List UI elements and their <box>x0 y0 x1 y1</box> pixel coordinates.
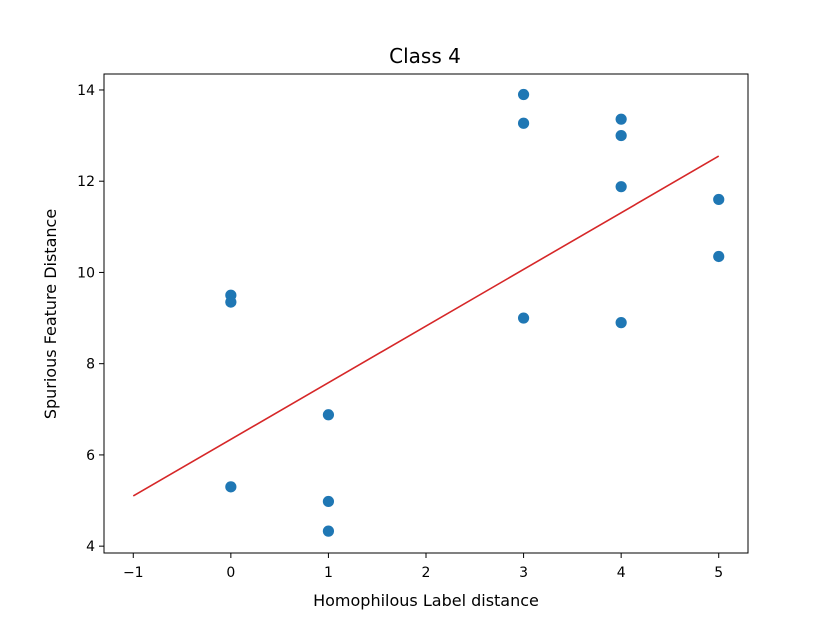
data-point <box>615 181 627 193</box>
y-axis-label: Spurious Feature Distance <box>41 209 60 419</box>
data-point <box>713 250 725 263</box>
x-axis: −1 0 1 2 3 4 5 <box>123 553 723 581</box>
x-tick-label: 5 <box>714 565 723 581</box>
x-tick-label: 4 <box>617 565 626 581</box>
x-tick-label: 1 <box>324 565 333 581</box>
data-point <box>322 525 335 537</box>
data-point <box>517 88 530 101</box>
x-tick-label: 0 <box>226 565 235 581</box>
data-point <box>225 481 237 493</box>
data-point <box>322 409 335 421</box>
data-point <box>615 113 627 125</box>
chart-title: Class 4 <box>389 44 461 68</box>
data-point <box>615 129 627 142</box>
regression-layer <box>132 155 720 497</box>
data-point <box>322 495 335 508</box>
x-axis-label: Homophilous Label distance <box>313 591 539 610</box>
regression-line <box>132 155 720 497</box>
data-point <box>225 296 237 308</box>
x-tick-label: 2 <box>422 565 431 581</box>
y-tick-label: 10 <box>77 265 95 281</box>
y-axis: 4 6 8 10 12 14 <box>77 83 104 555</box>
x-tick-label: −1 <box>123 565 144 581</box>
plot-area <box>103 73 749 554</box>
x-tick-label: 3 <box>519 565 528 581</box>
y-tick-label: 4 <box>86 539 95 555</box>
points-layer <box>225 88 725 537</box>
data-point <box>517 117 530 129</box>
y-tick-label: 8 <box>86 357 95 373</box>
data-point <box>615 317 627 329</box>
y-tick-label: 12 <box>77 174 95 190</box>
data-point <box>713 193 725 206</box>
y-tick-label: 14 <box>77 83 95 99</box>
data-point <box>517 312 530 324</box>
y-tick-label: 6 <box>86 448 95 464</box>
